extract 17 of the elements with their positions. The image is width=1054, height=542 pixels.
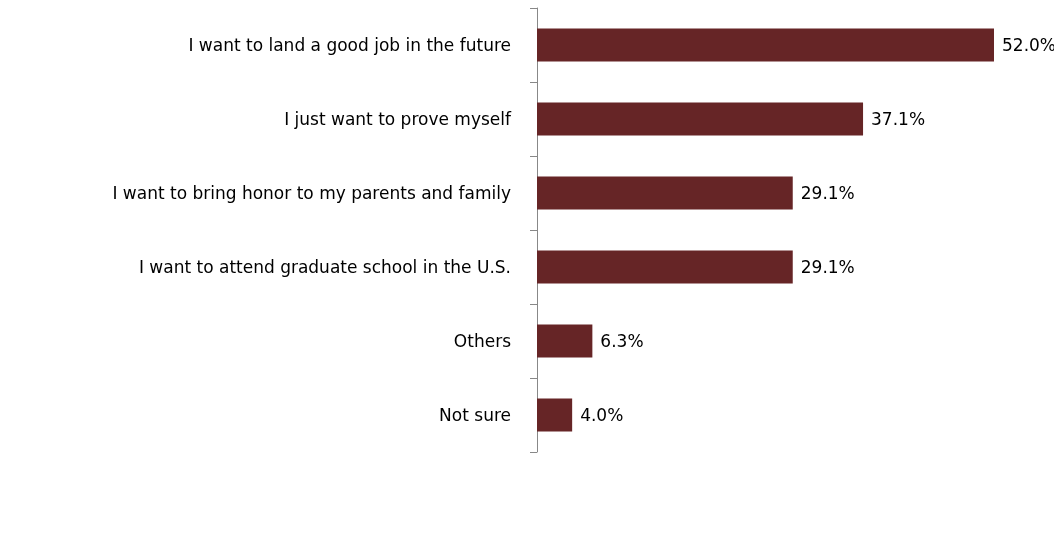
data-label: 4.0% — [580, 405, 624, 425]
y-tick-label: I want to attend graduate school in the U.S. — [138, 257, 511, 277]
data-label: 6.3% — [600, 331, 644, 351]
bar — [537, 250, 793, 284]
y-tick-label: Others — [453, 331, 512, 351]
bar — [537, 398, 573, 432]
data-label: 29.1% — [800, 183, 855, 203]
bar — [537, 324, 593, 358]
data-label: 37.1% — [871, 109, 926, 129]
y-tick-label: Not sure — [439, 405, 511, 425]
bar — [537, 28, 994, 62]
y-tick-label: I want to land a good job in the future — [188, 35, 511, 55]
y-tick-label: I want to bring honor to my parents and family — [112, 183, 511, 203]
y-tick-label: I just want to prove myself — [284, 109, 513, 129]
data-label: 29.1% — [800, 257, 855, 277]
bar — [537, 102, 864, 136]
bar — [537, 176, 793, 210]
